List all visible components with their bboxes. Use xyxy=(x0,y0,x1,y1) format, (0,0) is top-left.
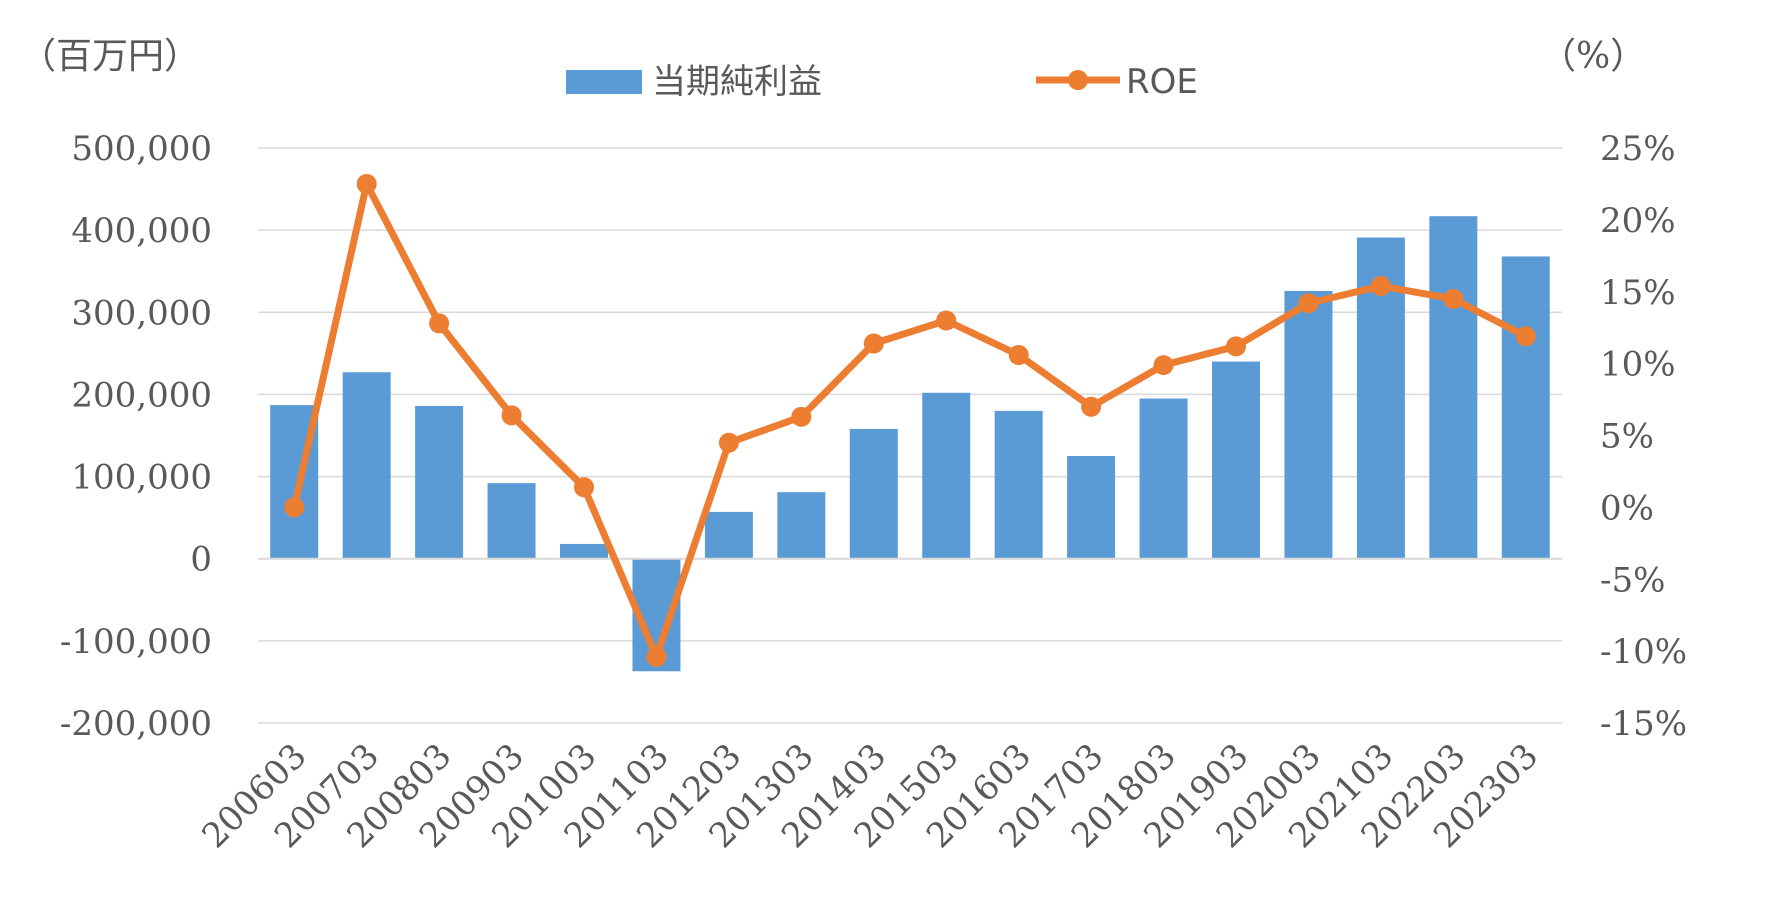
right-axis-unit-label: （%） xyxy=(1540,36,1646,77)
roe-point xyxy=(284,497,305,518)
roe-point xyxy=(791,406,812,427)
left-axis-ticks: 500,000 400,000 300,000 200,000 100,000 0 -100… xyxy=(60,129,212,744)
legend-bar-swatch xyxy=(566,70,642,94)
line-series xyxy=(284,173,1536,667)
legend-bar-label: 当期純利益 xyxy=(652,62,822,102)
gridlines xyxy=(258,147,1562,724)
roe-point xyxy=(863,333,884,354)
right-tick-label: 10% xyxy=(1600,345,1676,385)
roe-point xyxy=(718,432,739,453)
bar xyxy=(1429,216,1478,559)
bar xyxy=(1284,290,1333,559)
roe-point xyxy=(1443,288,1464,309)
legend: 当期純利益 ROE xyxy=(566,62,1198,102)
roe-point xyxy=(1081,396,1102,417)
bar xyxy=(560,543,608,559)
roe-point xyxy=(1008,345,1029,365)
right-tick-label: 5% xyxy=(1600,417,1654,457)
bar xyxy=(994,410,1043,559)
left-tick-label: -100,000 xyxy=(60,622,212,662)
roe-point xyxy=(574,477,594,498)
right-tick-label: 25% xyxy=(1600,129,1676,169)
bar xyxy=(777,492,826,559)
roe-point xyxy=(1515,326,1536,347)
right-tick-label: 20% xyxy=(1600,201,1676,241)
roe-point xyxy=(1370,276,1391,296)
roe-point xyxy=(936,310,957,331)
left-tick-label: 500,000 xyxy=(71,129,212,169)
bar xyxy=(704,511,753,559)
right-axis-ticks: 25% 20% 15% 10% 5% 0% -5% -10% -15% xyxy=(1600,129,1687,744)
bar-series xyxy=(270,216,1550,672)
bar xyxy=(415,405,464,559)
right-tick-label: -10% xyxy=(1600,632,1687,672)
x-axis-ticks: 2006032007032008032009032010032011032012… xyxy=(195,736,1547,856)
bar xyxy=(487,483,536,559)
left-tick-label: 200,000 xyxy=(71,375,212,415)
left-axis-unit-label: （百万円） xyxy=(20,36,200,77)
roe-line xyxy=(290,180,1528,661)
right-tick-label: 0% xyxy=(1600,488,1654,528)
left-tick-label: 100,000 xyxy=(71,458,212,498)
left-tick-label: 400,000 xyxy=(71,211,212,251)
roe-point xyxy=(429,313,450,334)
bar xyxy=(342,372,391,559)
left-tick-label: 0 xyxy=(190,540,212,580)
roe-point xyxy=(501,405,522,426)
right-tick-label: -15% xyxy=(1600,704,1687,744)
bar xyxy=(1067,456,1116,559)
left-tick-label: 300,000 xyxy=(71,293,212,333)
right-tick-label: 15% xyxy=(1600,273,1676,313)
roe-point xyxy=(1153,355,1174,376)
left-tick-label: -200,000 xyxy=(60,704,212,744)
bar xyxy=(1212,361,1260,559)
roe-point xyxy=(356,173,377,194)
roe-point xyxy=(646,646,667,667)
roe-point xyxy=(1226,336,1246,357)
legend-line-marker xyxy=(1068,70,1088,90)
legend-line-label: ROE xyxy=(1126,62,1198,102)
bar xyxy=(922,392,971,559)
bar xyxy=(1139,398,1188,559)
right-tick-label: -5% xyxy=(1600,560,1665,600)
roe-point xyxy=(1298,293,1319,314)
bar xyxy=(849,428,898,559)
bar xyxy=(1501,256,1550,559)
